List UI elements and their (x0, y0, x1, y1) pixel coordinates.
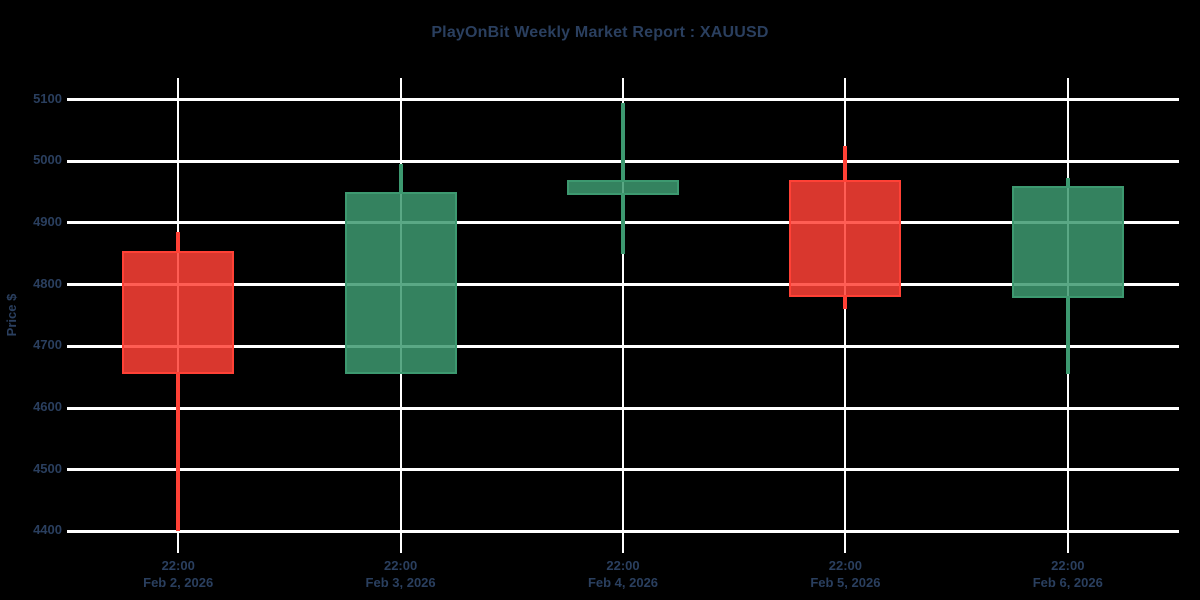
x-tick-date: Feb 3, 2026 (365, 575, 436, 590)
y-tick-label: 4800 (33, 275, 62, 291)
candle-lower-wick (843, 296, 848, 310)
candle-body[interactable] (122, 250, 235, 375)
x-tick-time: 22:00 (161, 558, 195, 573)
x-tick-date: Feb 6, 2026 (1032, 575, 1103, 590)
x-tick-time: 22:00 (1051, 558, 1085, 573)
x-tick-date: Feb 2, 2026 (143, 575, 214, 590)
x-tick-time: 22:00 (828, 558, 863, 573)
y-tick-label: 4700 (33, 337, 62, 353)
candle-upper-wick (843, 145, 848, 180)
candle-lower-wick (176, 374, 181, 532)
x-tick-time: 22:00 (606, 558, 640, 573)
v-gridline (622, 78, 624, 553)
candle-lower-wick (621, 195, 625, 254)
y-tick-label: 4400 (33, 522, 62, 538)
candle-body[interactable] (789, 179, 902, 297)
candle-upper-wick (621, 102, 625, 180)
x-tick-label: 22:00 Feb 3, 2026 (331, 557, 471, 591)
x-tick-label: 22:00 Feb 4, 2026 (553, 557, 693, 591)
x-tick-label: 22:00 Feb 6, 2026 (998, 557, 1138, 591)
x-tick-label: 22:00 Feb 5, 2026 (775, 557, 915, 591)
candle-body[interactable] (1011, 185, 1124, 299)
x-tick-time: 22:00 (383, 558, 418, 573)
x-tick-date: Feb 5, 2026 (810, 575, 881, 590)
candle-upper-wick (1065, 177, 1070, 186)
plot-area[interactable] (67, 78, 1179, 553)
x-tick-label: 22:00 Feb 2, 2026 (108, 557, 248, 591)
y-tick-label: 5100 (33, 90, 62, 106)
candle-upper-wick (398, 164, 403, 193)
y-tick-label: 4500 (33, 460, 62, 476)
candle-upper-wick (176, 232, 181, 251)
candle-lower-wick (1065, 298, 1070, 375)
v-gridline (844, 78, 847, 553)
x-tick-date: Feb 4, 2026 (587, 575, 659, 590)
y-tick-label: 4600 (33, 399, 62, 415)
y-tick-label: 5000 (33, 152, 62, 168)
candle-body[interactable] (567, 179, 679, 196)
y-tick-label: 4900 (33, 213, 62, 229)
chart-title: PlayOnBit Weekly Market Report : XAUUSD (431, 24, 769, 41)
candle-body[interactable] (344, 192, 457, 375)
